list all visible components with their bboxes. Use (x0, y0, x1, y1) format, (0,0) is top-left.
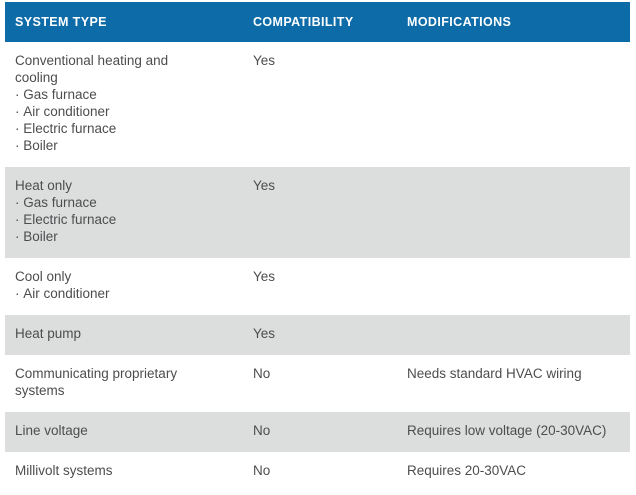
system-sub-item: Gas furnace (15, 86, 212, 103)
modifications-cell: Requires 20-30VAC (407, 463, 527, 478)
table-row: Cool onlyAir conditioner Yes (5, 258, 630, 315)
table-row: Millivolt systems No Requires 20-30VAC (5, 452, 630, 492)
system-sub-item-list: Gas furnaceElectric furnaceBoiler (15, 194, 212, 245)
system-sub-item: Gas furnace (15, 194, 212, 211)
system-type-label: Line voltage (15, 423, 88, 438)
system-type-label: Heat only (15, 178, 73, 193)
table-header: SYSTEM TYPE COMPATIBILITY MODIFICATIONS (5, 2, 630, 42)
system-sub-item: Electric furnace (15, 120, 212, 137)
system-type-cell: Heat onlyGas furnaceElectric furnaceBoil… (5, 167, 242, 258)
system-sub-item: Electric furnace (15, 211, 212, 228)
compatibility-table: SYSTEM TYPE COMPATIBILITY MODIFICATIONS … (5, 2, 630, 492)
system-sub-item-list: Air conditioner (15, 285, 212, 302)
system-type-cell: Communicating proprietary systems (5, 355, 242, 412)
compatibility-cell: Yes (253, 326, 276, 341)
system-sub-item: Boiler (15, 137, 212, 154)
modifications-cell (396, 42, 630, 167)
system-sub-item: Air conditioner (15, 285, 212, 302)
compatibility-cell: No (253, 463, 271, 478)
compatibility-cell: Yes (253, 178, 276, 193)
system-sub-item: Boiler (15, 228, 212, 245)
table-row: Heat pump Yes (5, 315, 630, 355)
compatibility-cell: No (253, 423, 271, 438)
column-header-compatibility: COMPATIBILITY (242, 2, 396, 42)
system-sub-item-list: Gas furnaceAir conditionerElectric furna… (15, 86, 212, 154)
column-header-system-type: SYSTEM TYPE (5, 2, 242, 42)
system-sub-item: Air conditioner (15, 103, 212, 120)
table-row: Line voltage No Requires low voltage (20-3… (5, 412, 630, 452)
compatibility-cell: No (253, 366, 271, 381)
modifications-cell: Requires low voltage (20-30VAC) (407, 423, 607, 438)
system-type-cell: Cool onlyAir conditioner (5, 258, 242, 315)
table-row: Heat onlyGas furnaceElectric furnaceBoil… (5, 167, 630, 258)
system-type-cell: Line voltage (5, 412, 242, 452)
system-type-cell: Heat pump (5, 315, 242, 355)
system-type-label: Millivolt systems (15, 463, 113, 478)
modifications-cell (396, 315, 630, 355)
table-header-row: SYSTEM TYPE COMPATIBILITY MODIFICATIONS (5, 2, 630, 42)
table-row: Conventional heating and coolingGas furn… (5, 42, 630, 167)
modifications-cell (396, 167, 630, 258)
system-type-label: Cool only (15, 269, 72, 284)
modifications-cell: Needs standard HVAC wiring (407, 366, 582, 381)
compatibility-cell: Yes (253, 53, 276, 68)
system-type-cell: Millivolt systems (5, 452, 242, 492)
modifications-cell (396, 258, 630, 315)
compatibility-cell: Yes (253, 269, 276, 284)
system-type-label: Heat pump (15, 326, 82, 341)
system-type-label: Conventional heating and cooling (15, 53, 169, 85)
column-header-modifications: MODIFICATIONS (396, 2, 630, 42)
table-row: Communicating proprietary systems No Needs… (5, 355, 630, 412)
system-type-cell: Conventional heating and coolingGas furn… (5, 42, 242, 167)
table-body: Conventional heating and coolingGas furn… (5, 42, 630, 492)
system-type-label: Communicating proprietary systems (15, 366, 178, 398)
